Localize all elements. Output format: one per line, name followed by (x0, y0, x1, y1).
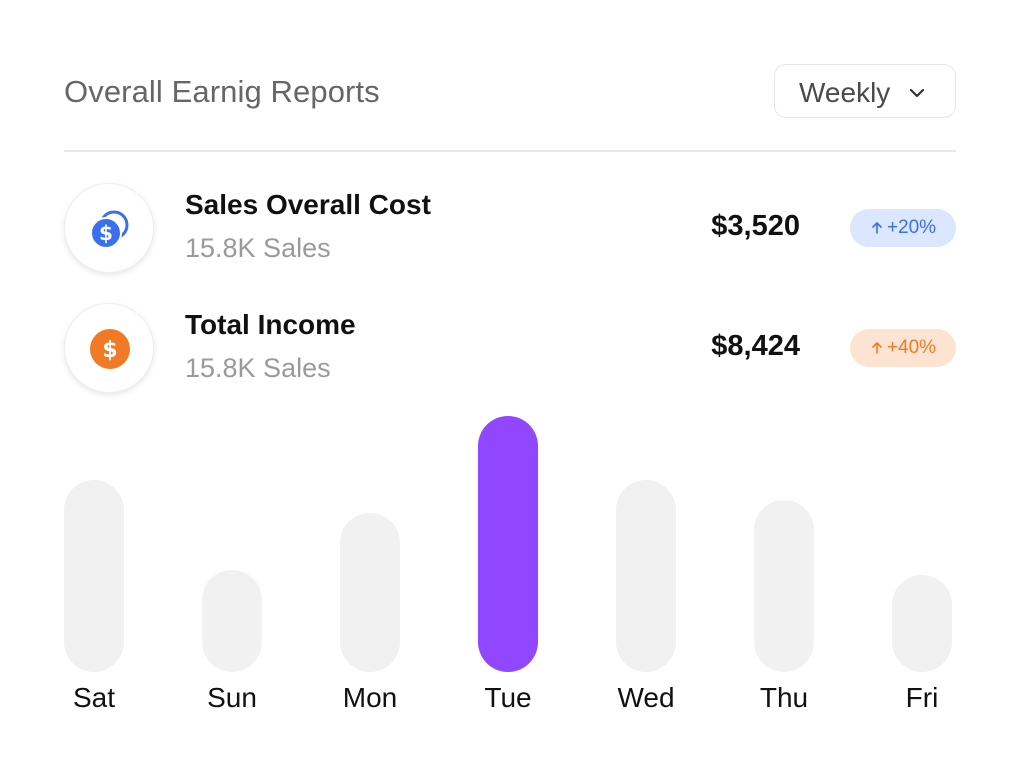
dollar-circle-icon: $ (90, 329, 130, 369)
bar-label-tue: Tue (484, 682, 532, 713)
bar-label-wed: Wed (617, 682, 675, 713)
metric-sales-count: 15.8K Sales (185, 233, 331, 263)
bar-tue[interactable] (478, 416, 538, 672)
bar-sun[interactable] (202, 569, 262, 672)
change-value: +40% (886, 337, 937, 358)
report-header: Overall Earnig Reports Weekly (64, 64, 956, 120)
bar-label-thu: Thu (759, 682, 809, 713)
weekly-earnings-bar-chart: Sat Sun Mon Tue Wed Thu Fri (64, 400, 956, 730)
bar-thu[interactable] (754, 500, 814, 672)
metric-icon-wrap: $ (64, 183, 154, 273)
chevron-down-icon (909, 88, 925, 98)
metric-sales-count: 15.8K Sales (185, 353, 331, 383)
period-dropdown-label: Weekly (799, 77, 891, 108)
bar-label-sun: Sun (207, 682, 257, 713)
header-divider (64, 150, 956, 152)
metric-name: Total Income (185, 309, 356, 340)
change-badge: +40% (850, 329, 956, 367)
bar-mon[interactable] (340, 513, 400, 672)
change-badge: +20% (850, 209, 956, 247)
bar-fri[interactable] (892, 574, 952, 672)
period-dropdown[interactable]: Weekly (774, 64, 956, 118)
bar-label-mon: Mon (342, 682, 398, 713)
change-value: +20% (886, 217, 937, 238)
metric-name: Sales Overall Cost (185, 189, 431, 220)
bar-wed[interactable] (616, 480, 676, 672)
arrow-up-icon (872, 222, 882, 234)
metric-amount: $3,520 (711, 210, 800, 242)
bar-label-sat: Sat (72, 682, 116, 713)
bar-sat[interactable] (64, 480, 124, 672)
metric-amount: $8,424 (711, 330, 800, 362)
coins-dollar-icon: $ (90, 210, 129, 249)
metric-sales-overall-cost: $ Sales Overall Cost 15.8K Sales $3,520 … (64, 183, 956, 273)
svg-text:$: $ (102, 338, 117, 363)
page-title: Overall Earnig Reports (64, 74, 380, 109)
bar-label-fri: Fri (905, 682, 939, 713)
metric-total-income: $ Total Income 15.8K Sales $8,424 +40% (64, 303, 956, 393)
metric-icon-wrap: $ (64, 303, 154, 393)
svg-text:$: $ (99, 221, 113, 245)
arrow-up-icon (872, 342, 882, 354)
